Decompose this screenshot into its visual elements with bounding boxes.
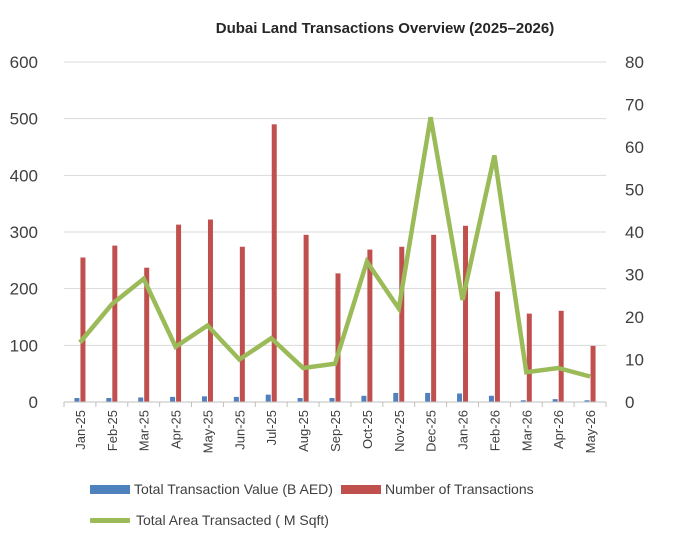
bar-number-of-transactions [239, 246, 245, 402]
legend-label-value: Total Transaction Value (B AED) [134, 481, 333, 497]
bar-number-of-transactions [112, 245, 118, 402]
right-tick-label: 60 [625, 138, 644, 157]
category-label: Jul-25 [264, 410, 279, 445]
category-label: Oct-25 [360, 410, 375, 449]
bar-number-of-transactions [271, 124, 277, 402]
category-label: Nov-25 [392, 410, 407, 452]
category-label: Feb-25 [105, 410, 120, 451]
bar-number-of-transactions [399, 246, 405, 402]
bar-transaction-value [74, 398, 80, 402]
bar-transaction-value [170, 396, 176, 402]
left-tick-label: 300 [10, 223, 38, 242]
bar-transaction-value [520, 400, 526, 402]
bar-number-of-transactions [303, 234, 309, 402]
legend-swatch-count [341, 484, 381, 494]
bar-number-of-transactions [431, 234, 437, 402]
bar-transaction-value [457, 393, 463, 402]
line-series [78, 116, 591, 379]
right-tick-label: 10 [625, 351, 644, 370]
bar-number-of-transactions [144, 267, 150, 402]
bar-transaction-value [233, 396, 239, 402]
right-tick-label: 0 [625, 393, 634, 412]
category-label: Sep-25 [328, 410, 343, 452]
category-label: Mar-26 [519, 410, 534, 451]
bar-number-of-transactions [207, 219, 213, 402]
legend-label-area: Total Area Transacted ( M Sqft) [136, 512, 329, 528]
bar-transaction-value [552, 399, 558, 402]
bar-number-of-transactions [494, 291, 500, 402]
category-label: May-26 [583, 410, 598, 453]
bar-transaction-value [361, 395, 367, 402]
legend-label-count: Number of Transactions [385, 481, 534, 497]
left-tick-label: 200 [10, 280, 38, 299]
category-label: May-25 [200, 410, 215, 453]
category-label: Feb-26 [487, 410, 502, 451]
bar-number-of-transactions [558, 310, 564, 402]
right-tick-label: 20 [625, 308, 644, 327]
category-labels: Jan-25 Feb-25 Mar-25 Apr-25 May-25 Jun-25 Jul-… [73, 410, 598, 453]
category-label: Jun-25 [232, 410, 247, 450]
bar-transaction-value [584, 400, 590, 402]
bar-transaction-value [393, 392, 399, 402]
bar-number-of-transactions [335, 273, 341, 402]
right-tick-label: 70 [625, 96, 644, 115]
category-label: Jan-26 [456, 410, 471, 450]
category-label: Dec-25 [424, 410, 439, 452]
right-tick-label: 30 [625, 266, 644, 285]
bar-number-of-transactions [463, 225, 469, 402]
legend-item-area: Total Area Transacted ( M Sqft) [90, 512, 329, 528]
bar-transaction-value [201, 396, 207, 402]
bar-number-of-transactions [80, 257, 86, 402]
bar-number-of-transactions [367, 249, 373, 402]
left-tick-label: 100 [10, 336, 38, 355]
left-tick-label: 600 [10, 53, 38, 72]
left-tick-label: 0 [29, 393, 38, 412]
bar-transaction-value [265, 394, 271, 402]
right-axis-ticks: 0 10 20 30 40 50 60 70 80 [625, 53, 644, 412]
bar-transaction-value [425, 392, 431, 402]
legend-swatch-value [90, 484, 130, 494]
right-tick-label: 40 [625, 223, 644, 242]
category-label: Aug-25 [296, 410, 311, 452]
bar-number-of-transactions [590, 345, 596, 402]
bar-transaction-value [488, 395, 494, 402]
left-tick-label: 500 [10, 110, 38, 129]
chart-title: Dubai Land Transactions Overview (2025–2… [216, 20, 554, 37]
legend-item-count: Number of Transactions [341, 481, 534, 497]
bar-number-of-transactions [176, 224, 182, 402]
category-label: Apr-26 [551, 410, 566, 449]
bar-transaction-value [138, 397, 144, 402]
bar-number-of-transactions [526, 313, 532, 402]
legend-item-value: Total Transaction Value (B AED) [90, 481, 333, 497]
category-label: Jan-25 [73, 410, 88, 450]
right-tick-label: 80 [625, 53, 644, 72]
bar-transaction-value [106, 398, 112, 402]
gridlines [64, 61, 606, 403]
legend-swatch-area [90, 517, 130, 523]
x-axis [63, 401, 607, 407]
category-label: Apr-25 [169, 410, 184, 449]
left-axis-ticks: 0 100 200 300 400 500 600 [10, 53, 38, 412]
bar-transaction-value [297, 398, 303, 402]
right-tick-label: 50 [625, 181, 644, 200]
category-label: Mar-25 [137, 410, 152, 451]
bar-transaction-value [329, 398, 335, 402]
left-tick-label: 400 [10, 166, 38, 185]
line-total-area [78, 116, 591, 379]
bar-marks [74, 124, 596, 402]
